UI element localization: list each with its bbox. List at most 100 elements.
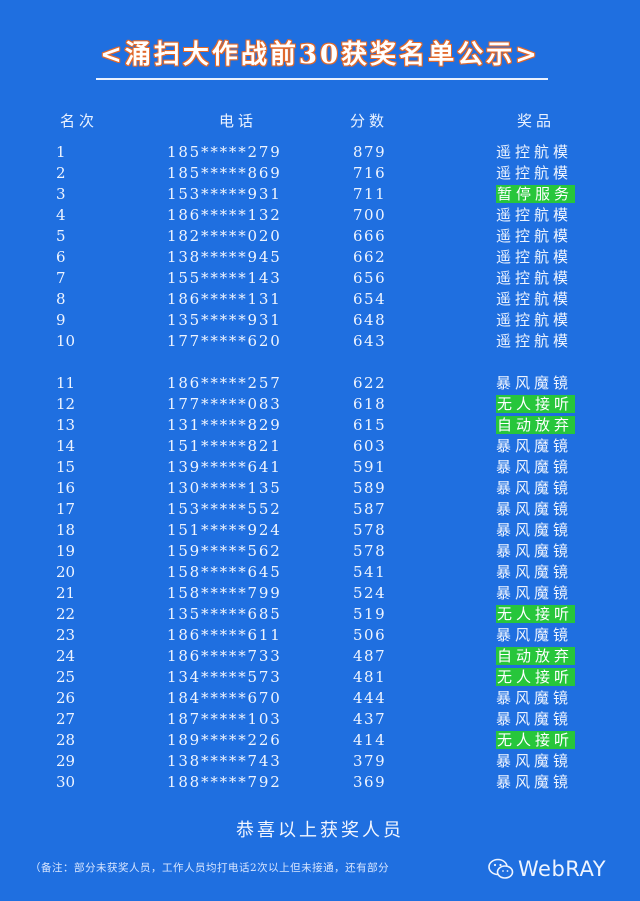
table-row: 20 158*****645 541 暴风魔镜 xyxy=(0,562,640,583)
rank-cell: 3 xyxy=(56,185,66,203)
rank-cell: 9 xyxy=(56,311,66,329)
phone-cell: 135*****931 xyxy=(167,311,282,329)
phone-cell: 131*****829 xyxy=(167,416,282,434)
rank-cell: 28 xyxy=(56,731,76,749)
rank-cell: 20 xyxy=(56,563,76,581)
table-row: 8 186*****131 654 遥控航模 xyxy=(0,289,640,310)
score-cell: 506 xyxy=(353,626,387,644)
table-row: 2 185*****869 716 遥控航模 xyxy=(0,163,640,184)
score-cell: 487 xyxy=(353,647,387,665)
table-row: 14 151*****821 603 暴风魔镜 xyxy=(0,436,640,457)
watermark-text: WebRAY xyxy=(518,857,607,881)
prize-cell: 暴风魔镜 xyxy=(496,437,573,455)
phone-cell: 153*****552 xyxy=(167,500,282,518)
phone-cell: 151*****821 xyxy=(167,437,282,455)
prize-cell: 暴风魔镜 xyxy=(496,689,573,707)
prize-cell: 遥控航模 xyxy=(496,311,573,329)
table-row: 30 188*****792 369 暴风魔镜 xyxy=(0,772,640,793)
score-cell: 656 xyxy=(353,269,387,287)
rank-cell: 2 xyxy=(56,164,66,182)
table-row: 19 159*****562 578 暴风魔镜 xyxy=(0,541,640,562)
header-rank: 名次 xyxy=(60,112,99,130)
rank-cell: 11 xyxy=(56,374,76,392)
score-cell: 369 xyxy=(353,773,387,791)
score-cell: 519 xyxy=(353,605,387,623)
header-score: 分数 xyxy=(350,112,389,130)
prize-cell: 遥控航模 xyxy=(496,248,573,266)
rank-cell: 4 xyxy=(56,206,66,224)
table-row: 1 185*****279 879 遥控航模 xyxy=(0,142,640,163)
table-row: 18 151*****924 578 暴风魔镜 xyxy=(0,520,640,541)
score-cell: 591 xyxy=(353,458,387,476)
table-row: 16 130*****135 589 暴风魔镜 xyxy=(0,478,640,499)
rank-cell: 30 xyxy=(56,773,76,791)
phone-cell: 186*****611 xyxy=(167,626,282,644)
phone-cell: 186*****131 xyxy=(167,290,282,308)
rank-cell: 21 xyxy=(56,584,76,602)
table-row: 9 135*****931 648 遥控航模 xyxy=(0,310,640,331)
score-cell: 578 xyxy=(353,542,387,560)
phone-cell: 151*****924 xyxy=(167,521,282,539)
score-cell: 716 xyxy=(353,164,387,182)
phone-cell: 189*****226 xyxy=(167,731,282,749)
prize-highlight: 自动放弃 xyxy=(496,647,576,665)
rank-cell: 5 xyxy=(56,227,66,245)
header-phone: 电话 xyxy=(219,112,258,130)
rank-cell: 8 xyxy=(56,290,66,308)
phone-cell: 130*****135 xyxy=(167,479,282,497)
rank-cell: 14 xyxy=(56,437,76,455)
prize-cell: 遥控航模 xyxy=(496,143,573,161)
score-cell: 643 xyxy=(353,332,387,350)
table-row: 26 184*****670 444 暴风魔镜 xyxy=(0,688,640,709)
phone-cell: 153*****931 xyxy=(167,185,282,203)
rank-cell: 10 xyxy=(56,332,76,350)
rank-cell: 24 xyxy=(56,647,76,665)
table-row: 4 186*****132 700 遥控航模 xyxy=(0,205,640,226)
rank-cell: 18 xyxy=(56,521,76,539)
score-cell: 666 xyxy=(353,227,387,245)
phone-cell: 177*****620 xyxy=(167,332,282,350)
score-cell: 700 xyxy=(353,206,387,224)
prize-highlight: 无人接听 xyxy=(496,605,576,623)
prize-cell: 暴风魔镜 xyxy=(496,773,573,791)
table-row: 7 155*****143 656 遥控航模 xyxy=(0,268,640,289)
rank-cell: 19 xyxy=(56,542,76,560)
page-title: <涌扫大作战前30获奖名单公示> xyxy=(100,40,540,70)
prize-cell: 暴风魔镜 xyxy=(496,752,573,770)
phone-cell: 188*****792 xyxy=(167,773,282,791)
score-cell: 524 xyxy=(353,584,387,602)
rank-cell: 17 xyxy=(56,500,76,518)
table-row: 13 131*****829 615 自动放弃 xyxy=(0,415,640,436)
table-row: 6 138*****945 662 遥控航模 xyxy=(0,247,640,268)
score-cell: 662 xyxy=(353,248,387,266)
rank-cell: 27 xyxy=(56,710,76,728)
rank-cell: 25 xyxy=(56,668,76,686)
table-row: 10 177*****620 643 遥控航模 xyxy=(0,331,640,352)
phone-cell: 186*****257 xyxy=(167,374,282,392)
table-row: 22 135*****685 519 无人接听 xyxy=(0,604,640,625)
prize-cell: 无人接听 xyxy=(496,667,576,688)
score-cell: 589 xyxy=(353,479,387,497)
prize-highlight: 无人接听 xyxy=(496,731,576,749)
rank-cell: 7 xyxy=(56,269,66,287)
prize-cell: 遥控航模 xyxy=(496,269,573,287)
score-cell: 587 xyxy=(353,500,387,518)
table-row: 5 182*****020 666 遥控航模 xyxy=(0,226,640,247)
rank-cell: 23 xyxy=(56,626,76,644)
score-cell: 711 xyxy=(353,185,387,203)
prize-cell: 无人接听 xyxy=(496,730,576,751)
prize-cell: 暴风魔镜 xyxy=(496,521,573,539)
phone-cell: 186*****733 xyxy=(167,647,282,665)
table-row: 11 186*****257 622 暴风魔镜 xyxy=(0,373,640,394)
phone-cell: 177*****083 xyxy=(167,395,282,413)
rank-cell: 15 xyxy=(56,458,76,476)
table-row: 23 186*****611 506 暴风魔镜 xyxy=(0,625,640,646)
prize-highlight: 无人接听 xyxy=(496,668,576,686)
prize-cell: 暴风魔镜 xyxy=(496,584,573,602)
prize-cell: 暴风魔镜 xyxy=(496,479,573,497)
prize-highlight: 暂停服务 xyxy=(496,185,576,203)
prize-cell: 自动放弃 xyxy=(496,646,576,667)
rank-cell: 13 xyxy=(56,416,76,434)
prize-cell: 暴风魔镜 xyxy=(496,542,573,560)
phone-cell: 138*****743 xyxy=(167,752,282,770)
